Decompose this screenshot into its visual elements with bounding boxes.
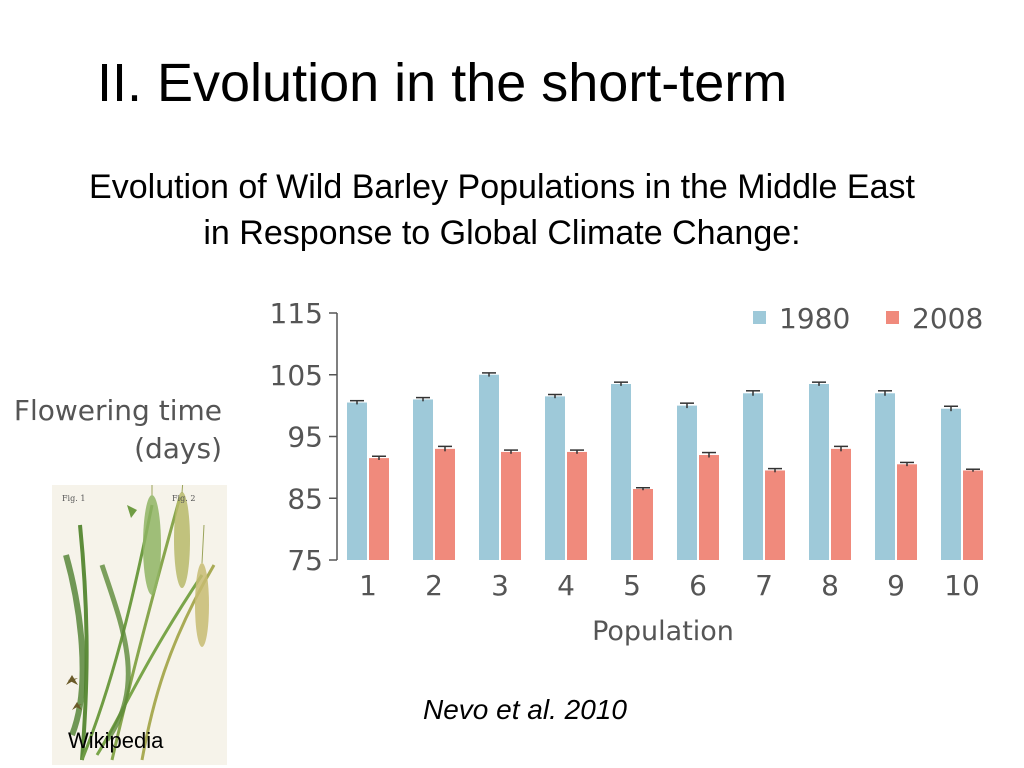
bar-2008-pop-9 (897, 464, 917, 560)
bar-2008-pop-4 (567, 451, 587, 560)
bar-1980-pop-1 (347, 402, 367, 560)
bar-1980-pop-8 (809, 384, 829, 560)
bar-1980-pop-9 (875, 393, 895, 560)
bar-2008-pop-7 (765, 470, 785, 560)
y-axis-label-line-2: (days) (134, 432, 222, 465)
barley-botanical-plate: Fig. 1 Fig. 2 (52, 485, 227, 765)
bar-1980-pop-3 (479, 374, 499, 560)
x-tick-label: 2 (425, 569, 443, 602)
slide-subtitle: Evolution of Wild Barley Populations in … (0, 164, 1004, 256)
bar-2008-pop-10 (963, 470, 983, 560)
x-tick-label: 7 (755, 569, 773, 602)
svg-text:Fig. 1: Fig. 1 (62, 494, 85, 503)
y-tick-label: 105 (270, 359, 323, 392)
x-tick-label: 3 (491, 569, 509, 602)
x-tick-label: 9 (887, 569, 905, 602)
bar-1980-pop-2 (413, 399, 433, 560)
y-tick-label: 95 (287, 421, 323, 454)
subtitle-line-1: Evolution of Wild Barley Populations in … (89, 168, 915, 206)
bar-2008-pop-3 (501, 451, 521, 560)
x-tick-label: 5 (623, 569, 641, 602)
bar-2008-pop-2 (435, 448, 455, 560)
x-tick-label: 1 (359, 569, 377, 602)
legend-label-2008: 2008 (912, 302, 983, 335)
x-tick-label: 8 (821, 569, 839, 602)
bar-1980-pop-5 (611, 384, 631, 560)
bar-2008-pop-6 (699, 455, 719, 560)
bar-1980-pop-7 (743, 393, 763, 560)
bar-1980-pop-6 (677, 405, 697, 560)
bar-1980-pop-10 (941, 408, 961, 560)
slide-title: II. Evolution in the short-term (97, 53, 788, 113)
legend-label-1980: 1980 (779, 302, 850, 335)
bar-2008-pop-1 (369, 458, 389, 560)
legend-swatch-1980 (753, 311, 766, 324)
y-tick-label: 115 (270, 297, 323, 330)
y-axis-label-line-1: Flowering time (13, 394, 222, 427)
x-tick-label: 6 (689, 569, 707, 602)
x-tick-label: 4 (557, 569, 575, 602)
y-axis-label: Flowering time (days) (10, 392, 222, 468)
bar-2008-pop-8 (831, 448, 851, 560)
flowering-time-bar-chart: 75 85 95 105 115 1 2 3 4 5 6 7 8 9 10 Population 1980 200… (270, 297, 984, 647)
citation: Nevo et al. 2010 (423, 694, 627, 725)
image-source-caption: Wikipedia (68, 728, 164, 753)
bar-1980-pop-4 (545, 396, 565, 560)
y-tick-label: 75 (287, 544, 323, 577)
legend-swatch-2008 (886, 311, 899, 324)
x-tick-label: 10 (944, 569, 980, 602)
bar-2008-pop-5 (633, 488, 653, 560)
x-axis-label: Population (592, 616, 734, 647)
y-tick-label: 85 (287, 482, 323, 515)
subtitle-line-2: in Response to Global Climate Change: (203, 214, 801, 252)
svg-text:Fig. 2: Fig. 2 (172, 494, 195, 503)
